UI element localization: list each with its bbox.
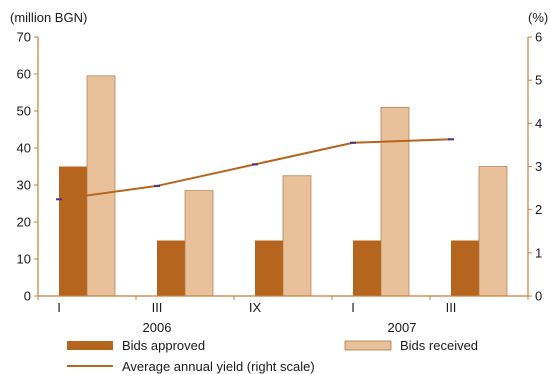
yield-line-layer: [56, 138, 454, 201]
legend-swatch-bids-approved: [67, 341, 113, 350]
legend-label-yield: Average annual yield (right scale): [122, 359, 315, 374]
left-tick-label: 30: [17, 178, 31, 193]
x-tick-label: III: [152, 300, 163, 315]
x-tick-label: IX: [249, 300, 262, 315]
legend-swatch-bids-received: [344, 340, 392, 351]
right-tick-label: 2: [535, 202, 542, 217]
year-label: 2006: [143, 320, 172, 335]
bar-bids-received: [184, 190, 214, 297]
x-tick-label: I: [351, 300, 355, 315]
bar-bids-received: [380, 106, 410, 297]
bar-bids-approved: [451, 240, 479, 296]
axes-layer: [34, 36, 532, 300]
right-tick-label: 0: [535, 289, 542, 304]
right-tick-label: 1: [535, 245, 542, 260]
bar-bids-approved: [255, 240, 283, 296]
left-tick-label: 50: [17, 104, 31, 119]
bar-bids-approved: [59, 166, 87, 296]
right-tick-label: 4: [535, 116, 542, 131]
left-tick-label: 40: [17, 141, 31, 156]
bar-bids-approved: [353, 240, 381, 296]
left-axis-label: (million BGN): [10, 10, 87, 25]
right-tick-label: 3: [535, 159, 542, 174]
legend-label-bids-received: Bids received: [400, 338, 478, 353]
bar-bids-received: [86, 75, 116, 297]
bar-bids-received: [478, 166, 508, 297]
bar-bids-approved: [157, 240, 185, 296]
left-tick-label: 60: [17, 67, 31, 82]
x-tick-label: III: [446, 300, 457, 315]
bar-bids-received: [282, 175, 312, 297]
bars-layer: [59, 75, 508, 297]
left-tick-label: 70: [17, 30, 31, 45]
right-tick-label: 5: [535, 73, 542, 88]
legend: Bids approved Bids received Average annu…: [67, 338, 478, 374]
year-label: 2007: [388, 320, 417, 335]
x-tick-label: I: [57, 300, 61, 315]
left-tick-label: 0: [24, 289, 31, 304]
right-tick-label: 6: [535, 30, 542, 45]
right-axis-label: (%): [528, 10, 548, 25]
left-tick-label: 10: [17, 252, 31, 267]
left-tick-label: 20: [17, 215, 31, 230]
legend-label-bids-approved: Bids approved: [122, 338, 205, 353]
